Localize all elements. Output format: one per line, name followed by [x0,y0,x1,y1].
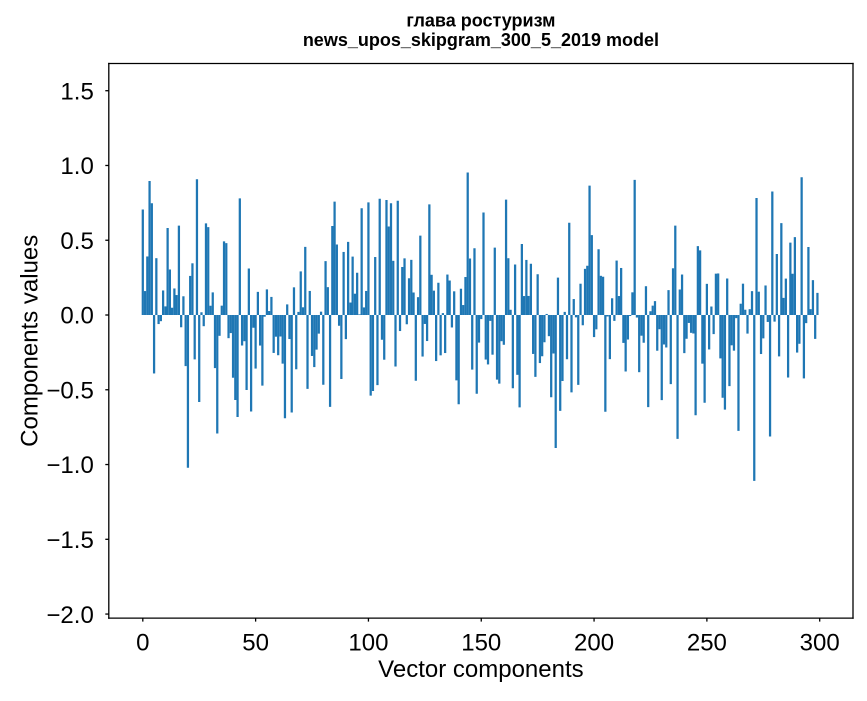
svg-text:1.5: 1.5 [60,78,93,105]
svg-text:глава ростуризм: глава ростуризм [406,10,555,30]
svg-text:Vector components: Vector components [378,656,583,683]
svg-text:100: 100 [348,629,388,656]
svg-text:news_upos_skipgram_300_5_2019: news_upos_skipgram_300_5_2019 model [303,30,659,50]
svg-text:−0.5: −0.5 [46,377,93,404]
svg-text:0.5: 0.5 [60,228,93,255]
svg-text:50: 50 [242,629,269,656]
svg-text:0: 0 [136,629,149,656]
svg-text:300: 300 [800,629,840,656]
svg-text:250: 250 [687,629,727,656]
svg-text:−2.0: −2.0 [46,602,93,629]
svg-text:150: 150 [461,629,501,656]
svg-text:−1.5: −1.5 [46,527,93,554]
svg-text:1.0: 1.0 [60,153,93,180]
svg-text:200: 200 [574,629,614,656]
svg-text:Components values: Components values [16,235,43,447]
svg-text:0.0: 0.0 [60,303,93,330]
svg-text:−1.0: −1.0 [46,452,93,479]
